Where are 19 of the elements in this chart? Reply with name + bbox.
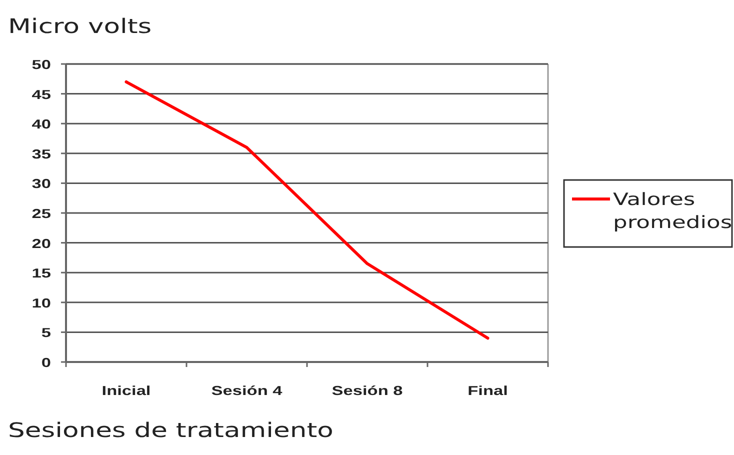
x-tick-label: Inicial xyxy=(102,384,151,398)
y-tick-label: 20 xyxy=(32,236,51,252)
y-tick-label: 0 xyxy=(41,356,51,370)
y-tick-label: 25 xyxy=(32,206,52,222)
y-tick-label: 45 xyxy=(32,88,52,102)
legend-label: Valores promedios xyxy=(613,188,732,232)
y-tick-label: 50 xyxy=(32,58,51,72)
y-axis-title: Micro volts xyxy=(8,14,152,38)
x-tick-label: Sesión 4 xyxy=(211,384,283,398)
y-tick-label: 40 xyxy=(32,118,51,132)
y-tick-label: 30 xyxy=(32,177,51,192)
y-tick-label: 5 xyxy=(41,326,52,341)
y-tick-label: 10 xyxy=(32,296,51,311)
line-series xyxy=(124,80,490,340)
x-tick-label: Sesión 8 xyxy=(332,384,404,398)
y-tick-label: 15 xyxy=(32,266,52,281)
y-tick-label: 35 xyxy=(32,147,52,162)
x-axis-title: Sesiones de tratamiento xyxy=(8,418,334,442)
x-tick-label: Final xyxy=(468,384,508,398)
